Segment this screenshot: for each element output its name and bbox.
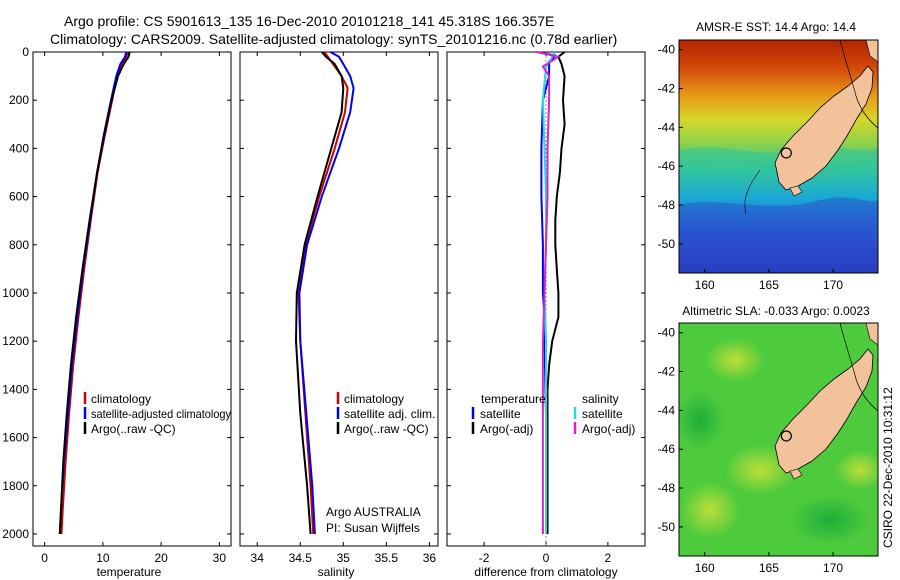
xtick-label: 10 <box>96 551 110 565</box>
xtick-label: -2 <box>479 551 490 565</box>
salinity-xlabel: salinity <box>318 565 355 579</box>
xtick-label: 20 <box>154 551 168 565</box>
sla-argo-marker <box>780 430 792 442</box>
temperature-plot: 0 10 20 30 0 200 400 600 800 1000 1200 1400 1600 1800… <box>2 45 231 565</box>
salinity-plot: 34 34.5 35 35.5 36 <box>240 51 438 565</box>
legend-diff-sal-argo: Argo(-adj) <box>582 422 635 436</box>
timestamp-stamp: CSIRO 22-Dec-2010 10:31:12 <box>881 387 895 548</box>
series-line-2-3 <box>536 51 560 534</box>
series-line-2-1 <box>546 51 566 534</box>
credit-org: Argo AUSTRALIA <box>326 505 421 519</box>
ytick-label: 600 <box>9 190 29 204</box>
temperature-legend: climatology satellite-adjusted climatolo… <box>83 392 231 436</box>
legend-sal-climatology: climatology <box>344 392 404 406</box>
ytick-label: 1400 <box>2 382 29 396</box>
sst-land-north-tip <box>865 40 878 63</box>
sla-land-stewart <box>789 468 803 480</box>
temperature-xlabel: temperature <box>97 565 162 579</box>
map-ytick-label: -50 <box>658 237 676 251</box>
xtick-label: 35.5 <box>375 551 399 565</box>
series-line-1-1 <box>298 51 355 535</box>
sst-map-axes: 160 165 170 -40 -42 -44 -46 -48 -50 <box>658 43 844 292</box>
xtick-label: 36 <box>423 551 437 565</box>
legend-temp-satellite: satellite-adjusted climatology <box>91 407 231 421</box>
salinity-legend: climatology satellite adj. clim. Argo(..… <box>336 392 435 436</box>
sst-map-title: AMSR-E SST: 14.4 Argo: 14.4 <box>696 20 856 34</box>
map-xtick-label: 160 <box>695 278 715 292</box>
legend-diff-sal-satellite: satellite <box>582 407 623 421</box>
map-xtick-label: 165 <box>759 278 779 292</box>
xtick-label: 0 <box>41 551 48 565</box>
difference-plot: -2 0 2 <box>447 51 645 565</box>
map-xtick-label: 165 <box>759 561 779 575</box>
difference-xlabel: difference from climatology <box>474 565 617 579</box>
xtick-label: 35 <box>337 551 351 565</box>
sla-land-north-tip <box>865 323 878 346</box>
legend-diff-temperature-title: temperature <box>481 392 546 406</box>
map-ytick-label: -48 <box>658 198 676 212</box>
map-ytick-label: -44 <box>658 120 676 134</box>
series-line-1-2 <box>295 51 345 535</box>
map-ytick-label: -42 <box>658 365 676 379</box>
legend-sal-argo: Argo(..raw -QC) <box>344 422 429 436</box>
legend-temp-climatology: climatology <box>91 392 151 406</box>
ytick-label: 1000 <box>2 286 29 300</box>
legend-sal-satellite: satellite adj. clim. <box>344 407 435 421</box>
series-line-0-2 <box>58 51 131 535</box>
sla-map <box>679 323 878 556</box>
map-xtick-label: 160 <box>695 561 715 575</box>
credit-pi: PI: Susan Wijffels <box>326 521 420 535</box>
map-xtick-label: 170 <box>823 561 843 575</box>
legend-diff-temp-satellite: satellite <box>480 407 521 421</box>
ytick-label: 2000 <box>2 527 29 541</box>
ytick-label: 1800 <box>2 479 29 493</box>
ytick-label: 0 <box>22 45 29 59</box>
header-line-1: Argo profile: CS 5901613_135 16-Dec-2010… <box>64 13 554 29</box>
xtick-label: 34 <box>251 551 265 565</box>
xtick-label: 2 <box>605 551 612 565</box>
sst-land-stewart <box>789 185 803 197</box>
sla-map-title: Altimetric SLA: -0.033 Argo: 0.0023 <box>682 304 870 318</box>
header-line-2: Climatology: CARS2009. Satellite-adjuste… <box>50 31 617 47</box>
salinity-panel <box>239 51 439 547</box>
map-ytick-label: -50 <box>658 520 676 534</box>
legend-diff-temp-argo: Argo(-adj) <box>480 422 533 436</box>
legend-diff-salinity-title: salinity <box>582 392 619 406</box>
map-ytick-label: -42 <box>658 82 676 96</box>
sst-map <box>679 40 878 273</box>
xtick-label: 30 <box>213 551 227 565</box>
map-ytick-label: -40 <box>658 326 676 340</box>
map-ytick-label: -40 <box>658 43 676 57</box>
sla-map-axes: 160 165 170 -40 -42 -44 -46 -48 -50 <box>658 326 844 575</box>
sst-argo-marker <box>780 147 792 159</box>
difference-legend: temperature salinity satellite Argo(-adj… <box>471 392 635 436</box>
map-ytick-label: -44 <box>658 403 676 417</box>
ytick-label: 1600 <box>2 431 29 445</box>
map-ytick-label: -46 <box>658 159 676 173</box>
map-ytick-label: -46 <box>658 442 676 456</box>
legend-temp-argo: Argo(..raw -QC) <box>91 422 176 436</box>
ytick-label: 800 <box>9 238 29 252</box>
ytick-label: 400 <box>9 141 29 155</box>
map-xtick-label: 170 <box>823 278 843 292</box>
xtick-label: 34.5 <box>289 551 313 565</box>
ytick-label: 200 <box>9 93 29 107</box>
ytick-label: 1200 <box>2 334 29 348</box>
map-ytick-label: -48 <box>658 481 676 495</box>
xtick-label: 0 <box>543 551 550 565</box>
